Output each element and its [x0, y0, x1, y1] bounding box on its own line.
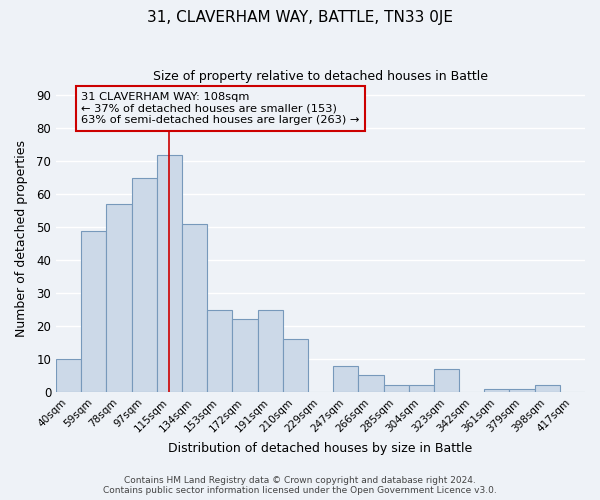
- X-axis label: Distribution of detached houses by size in Battle: Distribution of detached houses by size …: [169, 442, 473, 455]
- Bar: [383, 386, 409, 392]
- Bar: [182, 224, 207, 392]
- Text: Contains HM Land Registry data © Crown copyright and database right 2024.
Contai: Contains HM Land Registry data © Crown c…: [103, 476, 497, 495]
- Text: 31 CLAVERHAM WAY: 108sqm
← 37% of detached houses are smaller (153)
63% of semi-: 31 CLAVERHAM WAY: 108sqm ← 37% of detach…: [81, 92, 359, 126]
- Bar: [509, 388, 535, 392]
- Bar: [81, 230, 106, 392]
- Y-axis label: Number of detached properties: Number of detached properties: [15, 140, 28, 338]
- Title: Size of property relative to detached houses in Battle: Size of property relative to detached ho…: [153, 70, 488, 83]
- Text: 31, CLAVERHAM WAY, BATTLE, TN33 0JE: 31, CLAVERHAM WAY, BATTLE, TN33 0JE: [147, 10, 453, 25]
- Bar: [434, 369, 459, 392]
- Bar: [207, 310, 232, 392]
- Bar: [283, 339, 308, 392]
- Bar: [106, 204, 131, 392]
- Bar: [409, 386, 434, 392]
- Bar: [157, 154, 182, 392]
- Bar: [131, 178, 157, 392]
- Bar: [232, 320, 257, 392]
- Bar: [56, 359, 81, 392]
- Bar: [257, 310, 283, 392]
- Bar: [358, 376, 383, 392]
- Bar: [484, 388, 509, 392]
- Bar: [333, 366, 358, 392]
- Bar: [535, 386, 560, 392]
